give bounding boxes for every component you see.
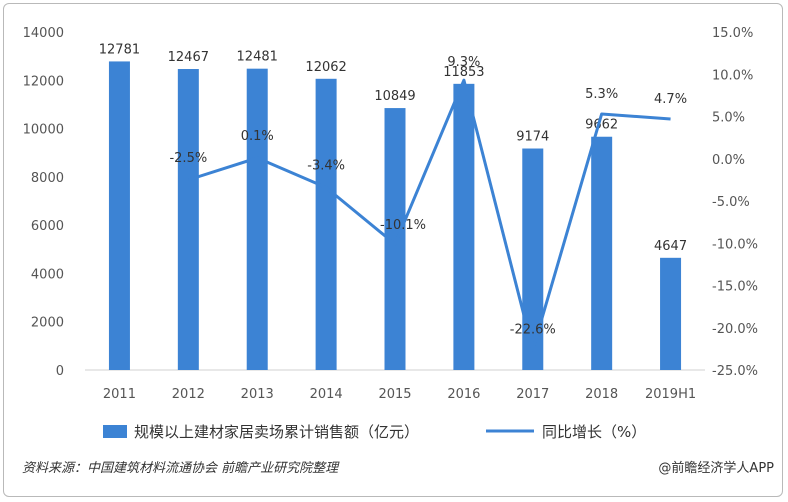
bar-value-label: 11853 [443,65,484,80]
bar-value-label: 12062 [305,60,346,75]
legend-line-label: 同比增长（%） [542,423,646,441]
left-tick-label: 0 [56,364,64,379]
bar [591,136,613,370]
x-tick-label: 2011 [103,387,136,402]
bar [522,148,544,370]
legend-bar-swatch [103,425,127,438]
bar [453,83,475,370]
bar [108,61,130,370]
bar [177,69,199,371]
growth-value-label: 5.3% [585,87,618,102]
left-tick-label: 14000 [23,26,64,41]
bar [660,257,682,370]
credit-note: @前瞻经济学人APP [658,461,774,476]
right-tick-label: -15.0% [712,280,758,295]
line-series: -2.5% 0.1% -3.4% -10.1% 9.3% -22.6% 5.3% 4.7% [169,55,687,352]
x-tick-label: 2017 [516,387,549,402]
left-tick-label: 10000 [23,123,64,138]
left-tick-label: 6000 [31,219,64,234]
x-tick-label: 2019H1 [645,387,696,402]
bar-value-label: 10849 [374,89,415,104]
bar-value-label: 9662 [585,118,618,133]
right-tick-label: 0.0% [712,153,745,168]
growth-value-label: 9.3% [447,55,480,70]
x-tick-label: 2013 [241,387,274,402]
growth-value-label: 0.1% [241,129,274,144]
growth-value-label: -3.4% [307,158,345,173]
bar-value-label: 12781 [99,42,140,57]
right-tick-label: -25.0% [712,364,758,379]
x-tick-label: 2015 [378,387,411,402]
left-tick-label: 12000 [23,74,64,89]
bar-series: 12781 12467 12481 12062 10849 11853 9174 9662 46… [99,42,687,371]
right-tick-label: -5.0% [712,195,750,210]
right-tick-label: 10.0% [712,68,753,83]
bar [246,68,268,370]
growth-value-label: -10.1% [380,218,426,233]
growth-value-label: -22.6% [510,323,556,338]
legend-bar-label: 规模以上建材家居卖场累计销售额（亿元） [134,423,419,441]
bar [315,78,337,371]
growth-value-label: -2.5% [169,151,207,166]
right-tick-label: -10.0% [712,237,758,252]
legend: 规模以上建材家居卖场累计销售额（亿元） 同比增长（%） [103,423,646,441]
source-note: 资料来源：中国建筑材料流通协会 前瞻产业研究院整理 [22,461,339,476]
x-axis: 2011 2012 2013 2014 2015 2016 2017 2018 2019H1 [85,369,705,402]
left-tick-label: 4000 [31,267,64,282]
x-tick-label: 2018 [585,387,618,402]
left-tick-label: 2000 [31,316,64,331]
right-tick-label: 5.0% [712,111,745,126]
bar [384,108,406,370]
x-tick-label: 2012 [172,387,205,402]
bar-value-label: 9174 [516,130,549,145]
x-tick-label: 2014 [310,387,343,402]
bar-value-label: 12467 [168,50,209,65]
bar-value-label: 4647 [654,239,687,254]
bar-value-label: 12481 [237,50,278,65]
right-tick-label: 15.0% [712,26,753,41]
left-axis: 0 2000 4000 6000 8000 10000 12000 14000 [23,26,64,379]
right-tick-label: -20.0% [712,322,758,337]
growth-value-label: 4.7% [654,92,687,107]
x-tick-label: 2016 [447,387,480,402]
growth-line [187,78,671,352]
left-tick-label: 8000 [31,171,64,186]
right-axis: -25.0% -20.0% -15.0% -10.0% -5.0% 0.0% 5.0% 10.… [712,26,758,379]
